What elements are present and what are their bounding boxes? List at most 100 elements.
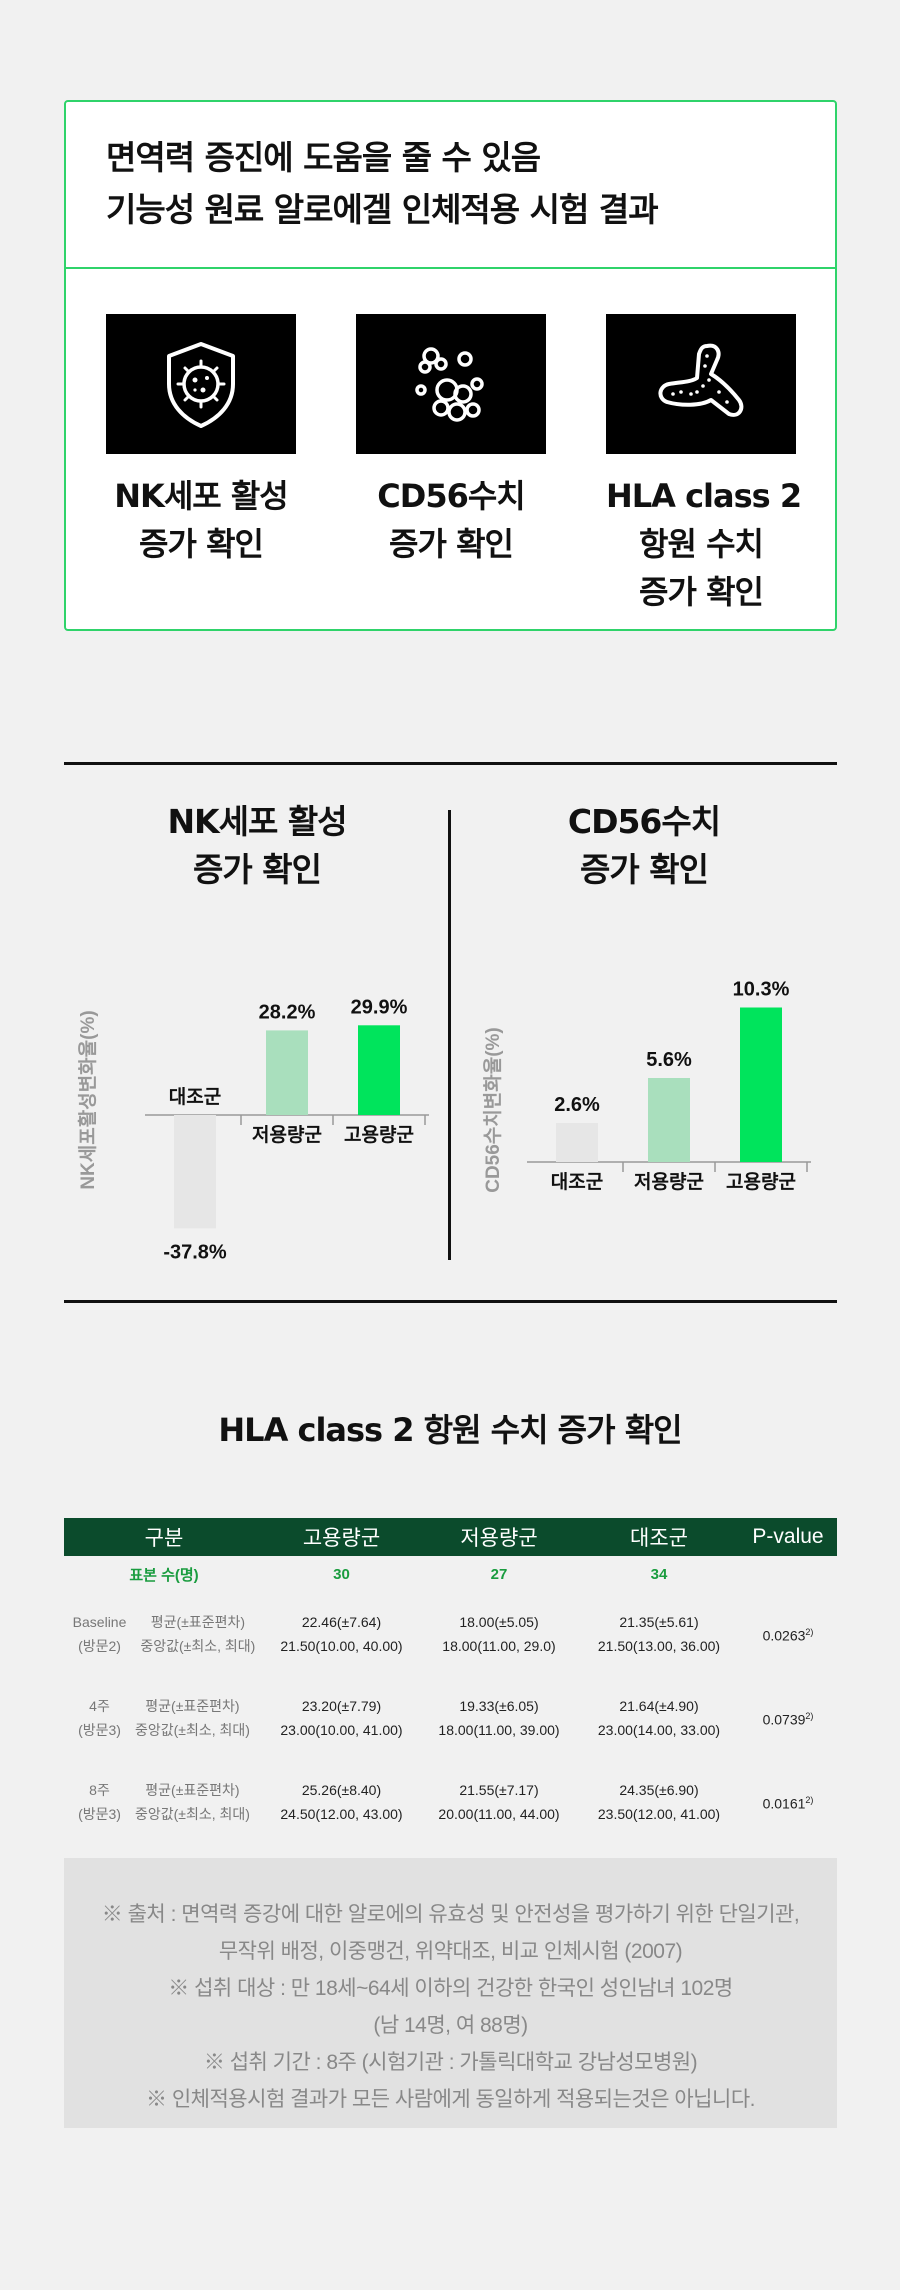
- nk-cell-chart: NK세포 활성 증가 확인 NK세포활성변화율(%) -37.8% 대조군 28.2%…: [64, 790, 450, 1270]
- data-label: 28.2%: [259, 1001, 316, 1023]
- category-label: 고용량군: [344, 1124, 414, 1146]
- data-label: -37.8%: [163, 1241, 227, 1263]
- row-stat-median: 중앙값(±최소, 최대): [134, 1806, 250, 1822]
- cell-median: 18.00(11.00, 39.00): [438, 1722, 560, 1738]
- row-timepoint: 4주: [89, 1698, 110, 1714]
- note-line: ※ 출처 : 면역력 증강에 대한 알로에의 유효성 및 안전성을 평가하기 위…: [101, 1903, 800, 1926]
- cell-high-dose: 22.46(±7.64) 21.50(10.00, 40.00): [264, 1592, 419, 1676]
- row-stat-mean: 평균(±표준편차): [145, 1782, 240, 1798]
- cell-low-dose: 21.55(±7.17) 20.00(11.00, 44.00): [419, 1760, 579, 1844]
- bar: [266, 1030, 308, 1115]
- cell-p-value: 0.07392): [739, 1676, 837, 1760]
- header-control: 대조군: [579, 1518, 739, 1556]
- feature-label-line: NK세포 활성: [114, 477, 288, 515]
- row-category: Baseline (방문2) 평균(±표준편차) 중앙값(±최소, 최대): [64, 1592, 264, 1676]
- summary-title-line2: 기능성 원료 알로에겔 인체적용 시험 결과: [106, 190, 659, 229]
- bar: [174, 1115, 216, 1229]
- p-value: 0.0161: [762, 1795, 806, 1812]
- category-label: 저용량군: [252, 1124, 322, 1146]
- sample-size-low: 27: [490, 1565, 508, 1583]
- cell-mean: 22.46(±7.64): [301, 1614, 382, 1630]
- note-line: ※ 섭취 기간 : 8주 (시험기관 : 가톨릭대학교 강남성모병원): [203, 2051, 698, 2074]
- cell-mean: 21.55(±7.17): [459, 1782, 539, 1798]
- bar: [648, 1078, 690, 1162]
- cell-low-dose: 19.33(±6.05) 18.00(11.00, 39.00): [419, 1676, 579, 1760]
- y-axis-label: CD56수치변화율(%): [482, 1027, 504, 1193]
- feature-label-line: 증가 확인: [639, 573, 764, 611]
- row-visit: (방문3): [78, 1722, 121, 1738]
- cell-mean: 21.64(±4.90): [619, 1698, 699, 1714]
- data-label: 2.6%: [554, 1094, 600, 1116]
- sample-size-control: 34: [650, 1565, 668, 1583]
- cell-p-value: 0.02632): [739, 1592, 837, 1676]
- header-low-dose: 저용량군: [419, 1518, 579, 1556]
- cell-control: 21.64(±4.90) 23.00(14.00, 33.00): [579, 1676, 739, 1760]
- summary-divider: [66, 267, 835, 269]
- cell-median: 21.50(13.00, 36.00): [597, 1638, 721, 1654]
- row-stat-median: 중앙값(±최소, 최대): [134, 1722, 250, 1738]
- p-value: 0.0739: [762, 1711, 806, 1728]
- row-stat-mean: 평균(±표준편차): [150, 1614, 245, 1630]
- nk-cell-bar-chart: NK세포활성변화율(%) -37.8% 대조군 28.2% 저용량군 29.9% 고용량군: [77, 996, 429, 1263]
- chart-title-line2: 증가 확인: [580, 850, 709, 889]
- notes-list: ※ 출처 : 면역력 증강에 대한 알로에의 유효성 및 안전성을 평가하기 위…: [64, 1896, 837, 2118]
- sample-size-p: [739, 1556, 837, 1592]
- hla-section-title: HLA class 2 항원 수치 증가 확인: [218, 1411, 682, 1449]
- note-line: ※ 인체적용시험 결과가 모든 사람에게 동일하게 적용되는것은 아닙니다.: [146, 2088, 755, 2111]
- charts-divider: [448, 810, 451, 1260]
- cell-high-dose: 23.20(±7.79) 23.00(10.00, 41.00): [264, 1676, 419, 1760]
- cell-median: 21.50(10.00, 40.00): [280, 1638, 403, 1654]
- note-line: ※ 섭취 대상 : 만 18세~64세 이하의 건강한 한국인 성인남녀 102…: [168, 1977, 733, 2000]
- cell-high-dose: 25.26(±8.40) 24.50(12.00, 43.00): [264, 1760, 419, 1844]
- row-stat-mean: 평균(±표준편차): [145, 1698, 240, 1714]
- bar: [556, 1123, 598, 1162]
- row-visit: (방문3): [78, 1806, 121, 1822]
- cell-median: 24.50(12.00, 43.00): [280, 1806, 403, 1822]
- category-label: 대조군: [551, 1171, 603, 1193]
- feature-hla: HLA class 2 항원 수치 증가 확인: [606, 314, 802, 616]
- feature-label-line: 증가 확인: [139, 525, 264, 563]
- hla-results-table: 구분 고용량군 저용량군 대조군 P-value 표본 수(명) 30 27 3…: [64, 1518, 837, 1844]
- charts-top-rule: [64, 762, 837, 765]
- row-stat-median: 중앙값(±최소, 최대): [140, 1638, 256, 1654]
- category-label: 고용량군: [726, 1171, 796, 1193]
- note-line: 무작위 배정, 이중맹건, 위약대조, 비교 인체시험 (2007): [218, 1940, 683, 1963]
- chart-title-line2: 증가 확인: [193, 850, 322, 889]
- cell-mean: 21.35(±5.61): [619, 1614, 699, 1630]
- cell-p-value: 0.01612): [739, 1760, 837, 1844]
- header-category: 구분: [64, 1518, 264, 1556]
- dendritic-cell-icon: [606, 314, 796, 454]
- feature-hla-label: HLA class 2 항원 수치 증가 확인: [606, 472, 802, 616]
- cd56-chart: CD56수치 증가 확인 CD56수치변화율(%) 2.6% 대조군 5.6% 저용량군…: [451, 790, 837, 1270]
- note-line: (남 14명, 여 88명): [373, 2014, 528, 2037]
- cell-median: 23.00(14.00, 33.00): [597, 1722, 721, 1738]
- row-timepoint: Baseline: [72, 1614, 127, 1630]
- shield-virus-icon: [106, 314, 296, 454]
- data-label: 29.9%: [351, 996, 408, 1018]
- p-value-footnote: 2): [805, 1711, 814, 1722]
- feature-label-line: HLA class 2: [606, 477, 802, 515]
- category-label: 대조군: [169, 1086, 221, 1108]
- header-p-value: P-value: [739, 1518, 837, 1556]
- cell-cluster-icon: [356, 314, 546, 454]
- sample-size-high: 30: [333, 1565, 350, 1583]
- sample-size-row: 표본 수(명) 30 27 34: [64, 1556, 837, 1592]
- cell-control: 24.35(±6.90) 23.50(12.00, 41.00): [579, 1760, 739, 1844]
- cell-mean: 24.35(±6.90): [619, 1782, 699, 1798]
- feature-nk-cell-label: NK세포 활성 증가 확인: [106, 472, 296, 568]
- chart-title-line1: NK세포 활성: [167, 802, 347, 841]
- cell-median: 23.00(10.00, 41.00): [280, 1722, 403, 1738]
- feature-nk-cell: NK세포 활성 증가 확인: [106, 314, 296, 568]
- header-high-dose: 고용량군: [264, 1518, 419, 1556]
- table-row: 4주 (방문3) 평균(±표준편차) 중앙값(±최소, 최대) 23.20(±7.79)…: [64, 1676, 837, 1760]
- cell-mean: 19.33(±6.05): [459, 1698, 539, 1714]
- cell-mean: 25.26(±8.40): [301, 1782, 382, 1798]
- table-row: 8주 (방문3) 평균(±표준편차) 중앙값(±최소, 최대) 25.26(±8.40)…: [64, 1760, 837, 1844]
- feature-label-line: 증가 확인: [389, 525, 514, 563]
- summary-title: 면역력 증진에 도움을 줄 수 있음 기능성 원료 알로에겔 인체적용 시험 결…: [106, 132, 659, 236]
- cell-median: 23.50(12.00, 41.00): [597, 1806, 721, 1822]
- summary-title-line1: 면역력 증진에 도움을 줄 수 있음: [106, 138, 541, 177]
- cell-median: 20.00(11.00, 44.00): [438, 1806, 560, 1822]
- cell-median: 18.00(11.00, 29.0): [442, 1638, 556, 1654]
- p-value-footnote: 2): [805, 1795, 814, 1806]
